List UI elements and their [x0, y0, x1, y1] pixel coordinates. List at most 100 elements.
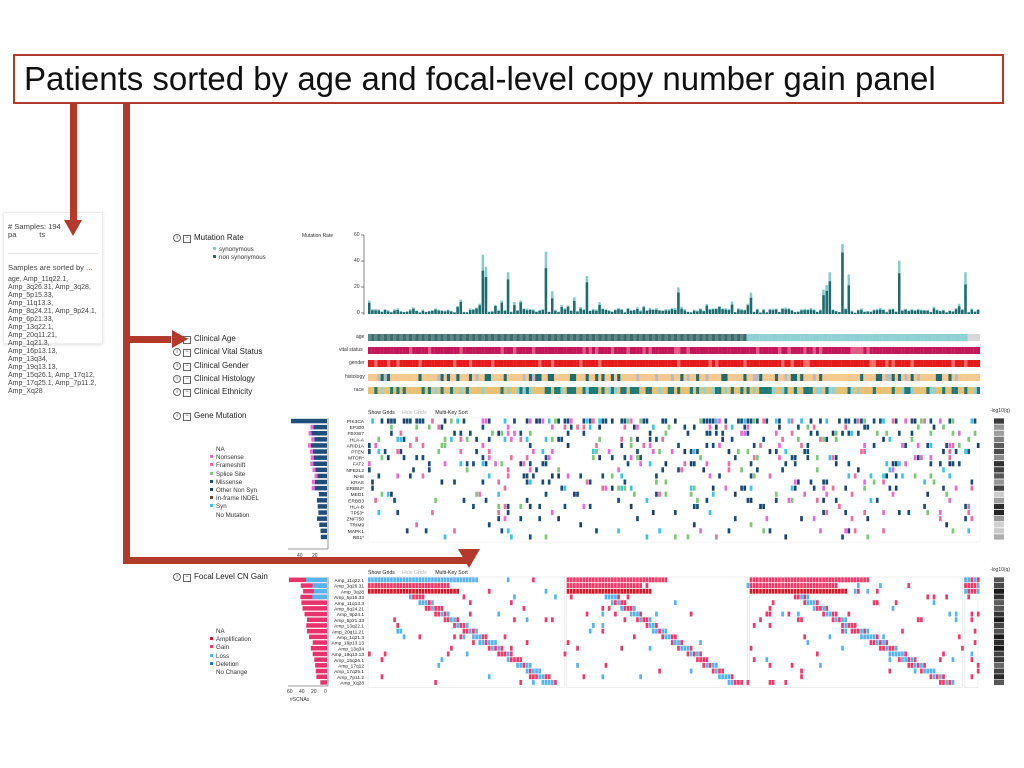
cn-cell: [380, 577, 384, 583]
vital-status-cell: [844, 347, 848, 354]
histology-cell: [787, 374, 791, 381]
info-icon[interactable]: i: [173, 388, 181, 396]
age-cell: [822, 334, 826, 341]
info-icon[interactable]: i: [173, 375, 181, 383]
cn-axis-tick: 0: [324, 689, 327, 695]
gene-count-bar-nonsense: [309, 449, 313, 454]
cn-cell: [910, 657, 914, 663]
mutation-cell: [967, 528, 971, 534]
vital-status-cell: [733, 347, 738, 354]
section-clinical-vital-status[interactable]: i − Clinical Vital Status: [173, 347, 262, 357]
rate-bar-nonsynonymous: [964, 284, 967, 314]
section-clinical-ethnicity[interactable]: i − Clinical Ethnicity: [173, 387, 252, 397]
mutation-cell: [973, 430, 977, 436]
mutation-cell: [541, 479, 545, 485]
vital-status-cell: [680, 347, 684, 354]
histology-cell: [935, 374, 940, 381]
mutation-cell: [743, 418, 747, 424]
mutation-cell: [787, 497, 791, 503]
collapse-icon[interactable]: −: [183, 413, 191, 421]
sorted-by-link[interactable]: ...: [86, 263, 93, 272]
cn-cell: [598, 583, 601, 588]
cn-cell: [964, 588, 967, 594]
mutation-cell: [484, 497, 488, 503]
multi-key-sort-button[interactable]: Multi-Key Sort: [435, 570, 468, 576]
info-icon[interactable]: i: [173, 412, 181, 420]
cn-cell: [809, 600, 813, 606]
gender-cell: [954, 360, 959, 367]
cn-cell: [591, 623, 595, 628]
show-grids-button[interactable]: Show Grids: [368, 410, 395, 416]
mutation-cell: [793, 461, 797, 467]
collapse-icon[interactable]: −: [183, 574, 191, 582]
section-gene-mutation[interactable]: i − Gene Mutation: [173, 411, 246, 421]
mutation-cell: [503, 418, 507, 424]
section-clinical-histology[interactable]: i − Clinical Histology: [173, 374, 255, 384]
section-focal-cn-gain[interactable]: i − Focal Level CN Gain: [173, 572, 268, 582]
gender-cell: [803, 360, 807, 367]
race-cell: [872, 387, 876, 394]
race-cell: [904, 387, 908, 394]
mutation-cell: [632, 491, 636, 497]
mutation-cell: [746, 497, 750, 503]
mutation-cell: [825, 491, 829, 497]
gender-cell: [815, 360, 820, 367]
age-cell: [759, 334, 763, 341]
gender-cell: [648, 360, 653, 367]
gene-label: MTOR*: [348, 456, 364, 462]
mutation-cell: [481, 442, 485, 448]
cn-cell: [856, 577, 860, 583]
race-cell: [573, 387, 577, 394]
mutation-cell: [929, 455, 933, 461]
section-mutation-rate[interactable]: i − Mutation Rate: [173, 233, 244, 243]
collapse-icon[interactable]: −: [183, 376, 191, 384]
info-icon[interactable]: i: [173, 348, 181, 356]
collapse-icon[interactable]: −: [183, 389, 191, 397]
mutation-cell: [415, 522, 419, 528]
cn-cell: [705, 662, 709, 668]
arrow-head-age: [172, 330, 188, 348]
collapse-icon[interactable]: −: [183, 235, 191, 243]
mutation-cell: [778, 455, 781, 461]
histology-cell: [920, 374, 924, 381]
histology-cell: [440, 374, 444, 381]
rate-bar-nonsynonymous: [491, 311, 494, 314]
collapse-icon[interactable]: −: [183, 363, 191, 371]
histology-cell: [591, 374, 596, 381]
cn-cell: [711, 668, 715, 674]
section-clinical-gender[interactable]: i − Clinical Gender: [173, 361, 249, 371]
gender-cell: [554, 360, 558, 367]
cn-cell: [913, 668, 917, 674]
race-cell: [475, 387, 479, 394]
show-grids-button[interactable]: Show Grids: [368, 570, 395, 576]
cn-cell: [532, 680, 535, 685]
info-icon[interactable]: i: [173, 362, 181, 370]
collapse-icon[interactable]: −: [183, 349, 191, 357]
mutation-cell: [390, 491, 393, 497]
mutation-cell: [708, 473, 712, 479]
mutation-cell: [503, 485, 507, 491]
cn-cell: [525, 640, 529, 645]
race-cell: [800, 387, 804, 394]
multi-key-sort-button[interactable]: Multi-Key Sort: [435, 410, 468, 416]
histology-cell: [491, 374, 495, 381]
gender-cell: [623, 360, 627, 367]
cn-cell: [528, 662, 532, 668]
cn-cell: [421, 600, 425, 606]
mutation-cell: [897, 461, 901, 467]
race-cell: [569, 387, 574, 394]
hide-grids-button[interactable]: Hide Grids: [402, 570, 427, 576]
age-cell: [509, 334, 514, 341]
cn-cell: [916, 617, 920, 623]
hide-grids-button[interactable]: Hide Grids: [402, 410, 427, 416]
mutation-cell: [487, 455, 491, 461]
histology-cell: [588, 374, 593, 381]
histology-cell: [481, 374, 485, 381]
age-cell: [579, 334, 583, 341]
info-icon[interactable]: i: [173, 234, 181, 242]
vital-status-cell: [405, 347, 410, 354]
info-icon[interactable]: i: [173, 573, 181, 581]
cn-cell: [648, 623, 652, 628]
histology-cell: [828, 374, 832, 381]
cn-cell: [573, 588, 576, 594]
